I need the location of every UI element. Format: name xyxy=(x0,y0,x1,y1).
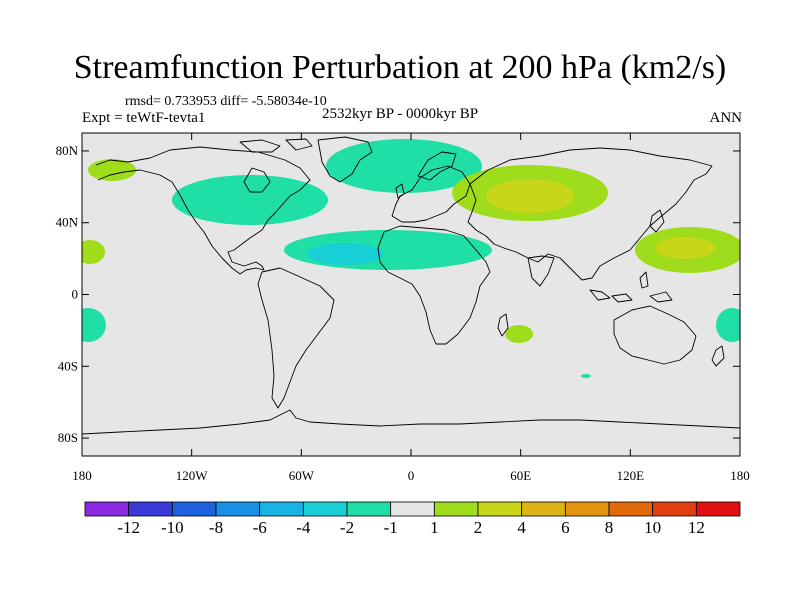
colorbar: -12 -10 -8 -6 -4 -2 -1 1 2 4 6 8 10 12 xyxy=(84,501,741,537)
plot-title: Streamfunction Perturbation at 200 hPa (… xyxy=(73,49,727,86)
colorbar-swatch xyxy=(259,501,304,517)
coastline-scandinavia xyxy=(417,151,457,181)
lat-tick-label: 0 xyxy=(72,287,79,302)
lat-tick-label: 80N xyxy=(56,143,79,158)
anomaly-region-neg xyxy=(716,308,740,342)
coastline-asia xyxy=(467,147,713,281)
coastline-british-isles xyxy=(395,183,405,199)
colorbar-label: 10 xyxy=(644,518,661,537)
lon-tick-label: 180 xyxy=(72,468,92,483)
colorbar-swatch xyxy=(215,501,261,517)
anomaly-region-pos-core xyxy=(655,237,715,259)
latitude-axis: 80N 40N 0 40S 80S xyxy=(56,143,740,445)
colorbar-label: -12 xyxy=(117,518,140,537)
colorbar-label: -1 xyxy=(384,518,398,537)
season-label: ANN xyxy=(709,110,743,126)
coastline-new-zealand xyxy=(711,345,725,367)
longitude-axis: 180 120W 60W 0 60E 120E 180 xyxy=(72,133,750,483)
colorbar-label: -8 xyxy=(209,518,223,537)
coastline-antarctica xyxy=(82,409,740,435)
lon-tick-label: 120E xyxy=(617,468,645,483)
stats-text: rmsd= 0.733953 diff= -5.58034e-10 xyxy=(125,94,327,109)
colorbar-label: -2 xyxy=(340,518,354,537)
lat-tick-label: 40N xyxy=(56,215,79,230)
anomaly-region-pos xyxy=(505,325,533,343)
coastline-india xyxy=(527,255,555,287)
lat-tick-label: 80S xyxy=(58,430,78,445)
colorbar-swatch xyxy=(652,501,697,517)
map-panel xyxy=(81,132,741,457)
colorbar-swatch xyxy=(564,501,610,517)
lat-tick-label: 40S xyxy=(58,358,78,373)
colorbar-label: 2 xyxy=(474,518,483,537)
colorbar-label: 1 xyxy=(430,518,439,537)
lon-tick-label: 0 xyxy=(408,468,415,483)
coastline-australia xyxy=(613,305,697,365)
coastline-arctic-islands xyxy=(239,138,313,153)
coastline-africa xyxy=(377,225,491,345)
colorbar-swatch xyxy=(390,501,435,517)
colorbar-label: -10 xyxy=(161,518,184,537)
colorbar-label: 12 xyxy=(688,518,705,537)
anomaly-region-neg xyxy=(82,308,106,342)
lon-tick-label: 60E xyxy=(510,468,531,483)
anomaly-region-neg xyxy=(172,175,328,225)
lon-tick-label: 180 xyxy=(730,468,750,483)
colorbar-swatch xyxy=(84,501,130,517)
colorbar-swatch xyxy=(171,501,217,517)
coastlines xyxy=(82,136,740,435)
coastline-greenland xyxy=(317,136,373,183)
anomaly-region-neg xyxy=(88,159,136,181)
colorbar-swatch xyxy=(433,501,479,517)
colorbar-swatch xyxy=(346,501,392,517)
coastline-japan xyxy=(649,209,665,233)
colorbar-swatch xyxy=(695,501,741,517)
coastline-south-america xyxy=(257,267,335,409)
colorbar-swatch xyxy=(521,501,566,517)
lon-tick-label: 120W xyxy=(176,468,209,483)
lon-tick-label: 60W xyxy=(289,468,315,483)
anomaly-region-neg-core xyxy=(307,243,383,265)
colorbar-swatch xyxy=(128,501,173,517)
anomaly-region-neg xyxy=(581,374,591,378)
colorbar-label: -4 xyxy=(296,518,311,537)
coastline-hudson-bay xyxy=(243,167,271,193)
colorbar-swatch xyxy=(477,501,523,517)
colorbar-swatch xyxy=(608,501,654,517)
colorbar-swatch xyxy=(302,501,348,517)
anomaly-region-pos xyxy=(82,240,105,264)
coastline-madagascar xyxy=(497,313,509,337)
colorbar-label: 8 xyxy=(605,518,614,537)
experiment-label: Expt = teWtF-tevta1 xyxy=(82,110,206,126)
coastline-maritime-continent xyxy=(589,271,673,303)
colorbar-label: 4 xyxy=(517,518,526,537)
anomaly-region-pos-core xyxy=(486,179,574,213)
colorbar-label: -6 xyxy=(253,518,267,537)
colorbar-label: 6 xyxy=(561,518,570,537)
period-label: 2532kyr BP - 0000kyr BP xyxy=(322,106,479,122)
